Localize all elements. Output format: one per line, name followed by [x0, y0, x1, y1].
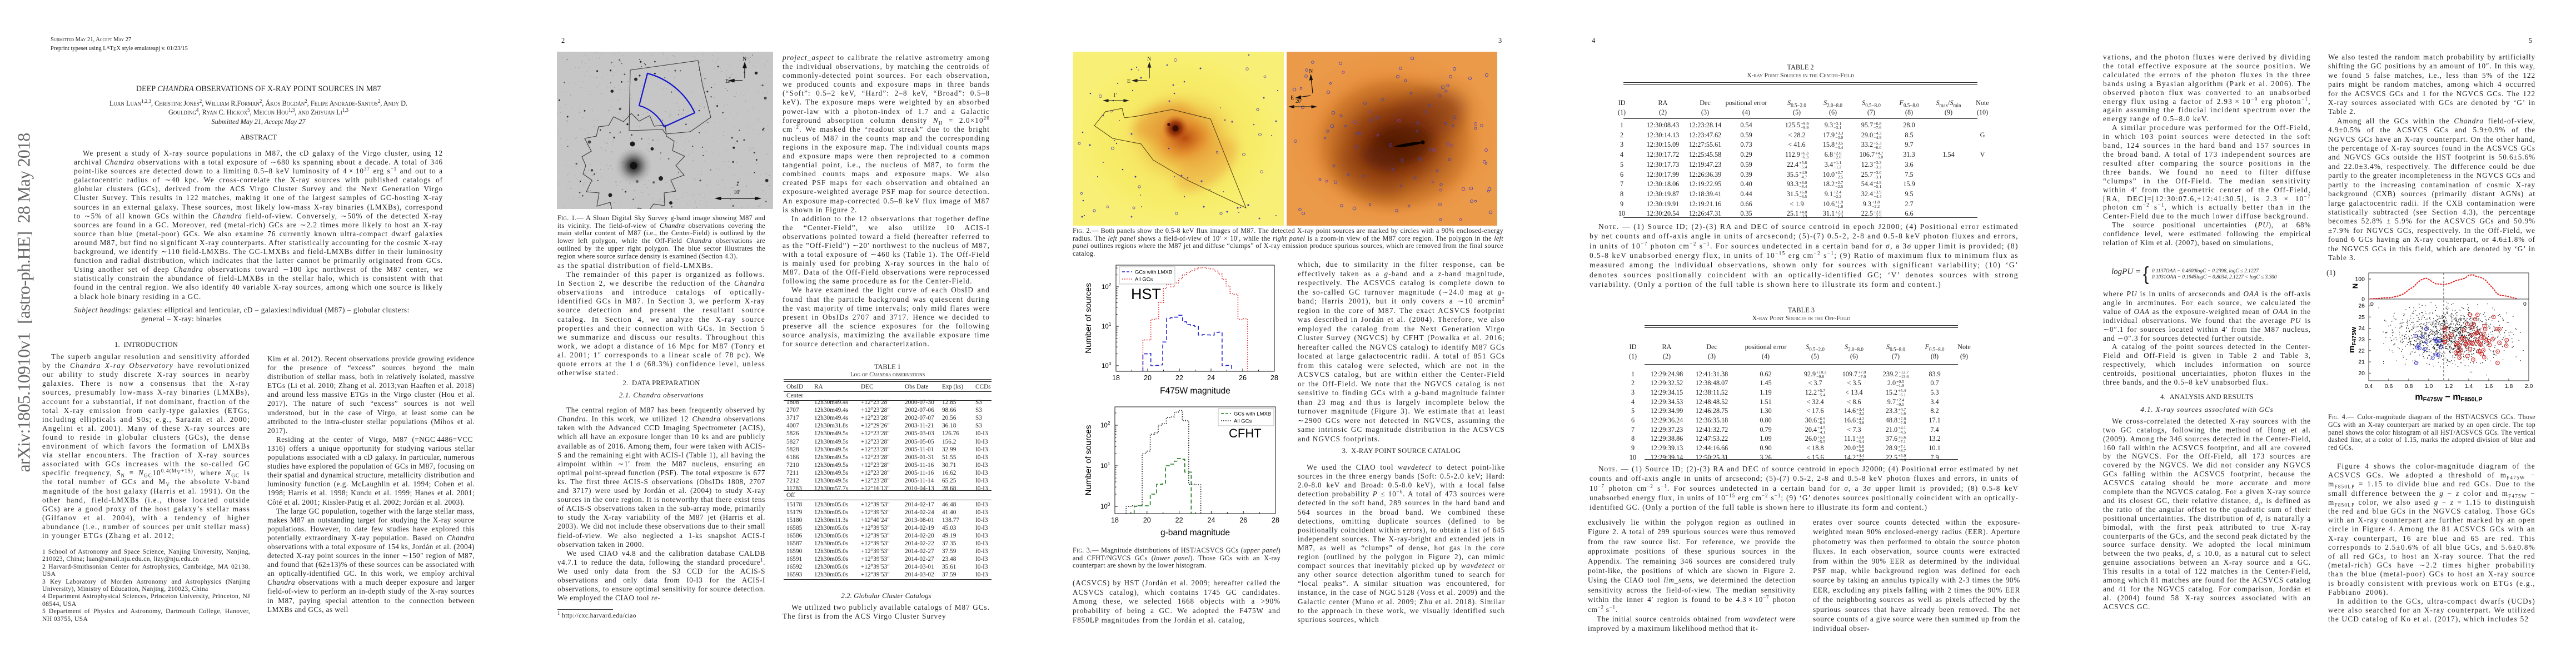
svg-text:0: 0: [2370, 301, 2374, 307]
svg-text:E: E: [725, 78, 729, 84]
svg-text:23: 23: [2358, 336, 2365, 343]
svg-text:22: 22: [1175, 516, 1183, 524]
svg-text:1.6: 1.6: [2485, 383, 2493, 390]
svg-text:1.2: 1.2: [2445, 383, 2453, 390]
svg-text:24: 24: [1207, 516, 1215, 524]
svg-text:20: 20: [2358, 370, 2365, 377]
svg-text:All GCs: All GCs: [1234, 419, 1252, 425]
svg-text:CFHT: CFHT: [1229, 426, 1262, 440]
svg-text:20: 20: [1144, 374, 1152, 382]
svg-text:21: 21: [2358, 359, 2365, 366]
svg-text:mF475W: mF475W: [2347, 327, 2358, 353]
svg-text:25: 25: [2358, 314, 2365, 321]
svg-text:24: 24: [1207, 374, 1215, 382]
svg-text:1.8: 1.8: [2505, 383, 2513, 390]
svg-text:Number of sources: Number of sources: [1084, 425, 1093, 496]
svg-text:g-band magnitude: g-band magnitude: [1160, 528, 1230, 537]
svg-text:26: 26: [1239, 516, 1247, 524]
svg-text:18: 18: [1112, 374, 1120, 382]
svg-text:22: 22: [2358, 347, 2365, 354]
svg-text:1.4: 1.4: [2465, 383, 2473, 390]
svg-text:1′: 1′: [1113, 92, 1117, 98]
svg-text:20: 20: [1143, 516, 1151, 524]
svg-text:N: N: [2351, 283, 2359, 288]
svg-text:N: N: [743, 56, 746, 62]
svg-text:GCs with LMXB: GCs with LMXB: [1234, 411, 1271, 417]
svg-text:0.6: 0.6: [2385, 383, 2393, 390]
svg-text:20″: 20″: [1296, 98, 1303, 104]
svg-text:24: 24: [2358, 325, 2365, 332]
svg-text:0: 0: [2361, 296, 2365, 303]
svg-text:0.4: 0.4: [2365, 383, 2373, 390]
svg-text:mF475W − mF850LP: mF475W − mF850LP: [2415, 392, 2482, 403]
svg-text:26: 26: [2358, 303, 2365, 310]
svg-text:10′: 10′: [734, 190, 740, 196]
svg-text:N: N: [1309, 68, 1313, 74]
svg-text:Number of sources: Number of sources: [1084, 283, 1093, 354]
svg-text:0.8: 0.8: [2405, 383, 2413, 390]
svg-text:0: 0: [2523, 301, 2527, 307]
svg-text:2.0: 2.0: [2525, 383, 2533, 390]
svg-text:All GCs: All GCs: [1135, 277, 1153, 283]
svg-text:E: E: [1127, 78, 1130, 84]
svg-text:F475W magnitude: F475W magnitude: [1160, 386, 1230, 396]
svg-text:28: 28: [1270, 374, 1278, 382]
svg-text:N: N: [1147, 56, 1151, 62]
svg-text:18: 18: [1111, 516, 1119, 524]
svg-text:22: 22: [1175, 374, 1183, 382]
svg-text:HST: HST: [1131, 286, 1161, 302]
svg-text:GCs with LMXB: GCs with LMXB: [1135, 270, 1172, 276]
svg-text:28: 28: [1272, 516, 1279, 524]
svg-text:E: E: [1291, 95, 1294, 101]
svg-text:100: 100: [2355, 276, 2365, 283]
svg-text:26: 26: [1239, 374, 1247, 382]
svg-text:1.0: 1.0: [2425, 383, 2433, 390]
